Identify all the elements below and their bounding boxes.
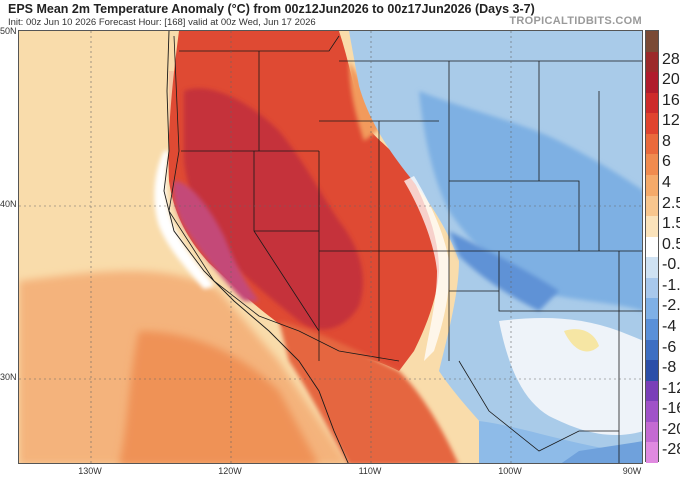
lon-label-110w: 110W [358,466,382,476]
color-swatch [646,175,658,197]
brand-watermark: TROPICALTIDBITS.COM [509,15,642,27]
color-scale-label: 12 [662,112,680,130]
color-swatch [646,339,658,361]
anomaly-map [18,30,643,464]
color-scale-label: -8 [662,359,677,377]
lon-label-100w: 100W [498,466,522,476]
texas-neutral [499,318,642,436]
lat-label-30n: 30N [0,372,17,382]
lon-label-120w: 120W [218,466,242,476]
color-scale-label: -1.5 [662,276,680,294]
color-scale-label: -20 [662,420,680,438]
color-scale-label: -12 [662,379,680,397]
color-swatch [646,31,658,53]
plains-blue [419,91,642,311]
color-swatch [646,195,658,217]
color-scale-label: 2.5 [662,194,680,212]
color-swatch [646,92,658,114]
color-swatch [646,236,658,258]
color-swatch [646,360,658,382]
lat-label-50n: 50N [0,26,17,36]
color-scale-label: 20 [662,71,680,89]
color-scale-label: -6 [662,338,677,356]
texas-warm-patch [564,329,599,352]
color-scale-label: 0.5 [662,235,680,253]
state-boundaries [168,35,642,463]
color-scale-label: 4 [662,174,671,191]
color-scale-label: -0.5 [662,256,680,274]
color-swatch [646,298,658,320]
color-swatch [646,72,658,94]
lat-label-40n: 40N [0,199,17,209]
color-swatch [646,380,658,402]
graticule [19,31,642,463]
color-swatch [646,51,658,73]
color-swatch [646,401,658,423]
map-subtitle: Init: 00z Jun 10 2026 Forecast Hour: [16… [8,17,316,28]
mexico-warm [279,321,459,463]
color-scale-label: -28 [662,441,680,459]
coastal-cool-strip [154,151,214,289]
color-scale-label: -16 [662,400,680,418]
color-scale-label: 16 [662,91,680,109]
color-swatch [646,216,658,238]
ocean-warmer-south [119,331,318,463]
transition-band [404,176,450,361]
color-scale-label: 6 [662,153,671,171]
coastline [163,31,349,463]
color-swatch [646,133,658,155]
color-scale-label: 28 [662,50,680,68]
map-svg [19,31,642,463]
color-swatch [646,319,658,341]
lon-label-130w: 130W [78,466,102,476]
west-hotter-core [184,88,363,330]
color-swatch [646,154,658,176]
color-scale-label: 8 [662,132,671,150]
color-swatch [646,277,658,299]
ca-nv-magenta [173,181,259,301]
color-scale-label: -4 [662,318,677,335]
gulf-mid-blue [561,441,642,463]
map-title: EPS Mean 2m Temperature Anomaly (°C) fro… [8,2,535,16]
color-swatch [646,113,658,135]
color-swatch [646,257,658,279]
color-swatch [646,442,658,464]
lon-label-90w: 90W [622,466,642,476]
color-swatch [646,421,658,443]
color-scale-label: 1.5 [662,215,680,233]
color-scale-label: -2.5 [662,297,680,315]
color-scale-bar [645,30,659,464]
